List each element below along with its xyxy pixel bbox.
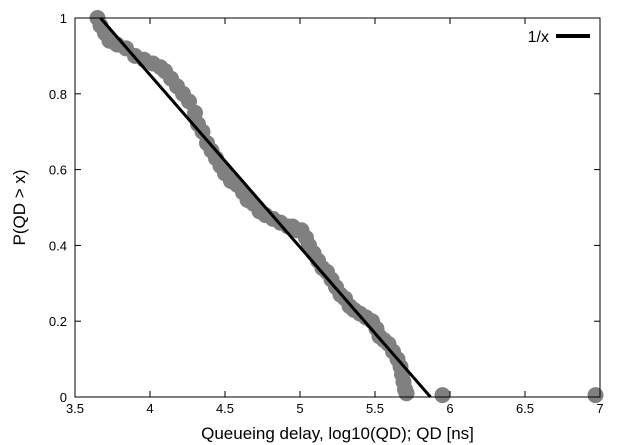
fit-line-layer — [99, 17, 432, 398]
legend-label: 1/x — [528, 29, 549, 46]
x-axis-label: Queueing delay, log10(QD); QD [ns] — [201, 424, 474, 443]
axis-ticks — [74, 17, 601, 398]
y-tick-label: 0 — [60, 390, 67, 405]
y-tick-label: 0.4 — [49, 238, 67, 253]
y-tick-label: 1 — [60, 11, 67, 26]
x-tick-label: 3.5 — [66, 401, 84, 416]
x-tick-label: 7 — [596, 401, 603, 416]
y-tick-label: 0.6 — [49, 163, 67, 178]
x-tick-label: 6.5 — [516, 401, 534, 416]
x-tick-label: 4.5 — [216, 401, 234, 416]
fit-line — [99, 17, 432, 398]
data-point — [434, 387, 451, 404]
y-tick-label: 0.8 — [49, 87, 67, 102]
x-tick-label: 5 — [296, 401, 303, 416]
y-tick-label: 0.2 — [49, 314, 67, 329]
x-tick-label: 5.5 — [366, 401, 384, 416]
legend: 1/x — [528, 29, 590, 46]
tick-labels: 3.5 4 4.5 5 5.5 6 6.5 7 0 0.2 0.4 0.6 0.8 1 — [49, 11, 604, 416]
data-point — [398, 385, 415, 402]
x-tick-label: 6 — [446, 401, 453, 416]
plot-frame — [74, 17, 601, 398]
y-axis-label: P(QD > x) — [10, 169, 29, 245]
data-points — [89, 10, 604, 404]
x-tick-label: 4 — [146, 401, 153, 416]
